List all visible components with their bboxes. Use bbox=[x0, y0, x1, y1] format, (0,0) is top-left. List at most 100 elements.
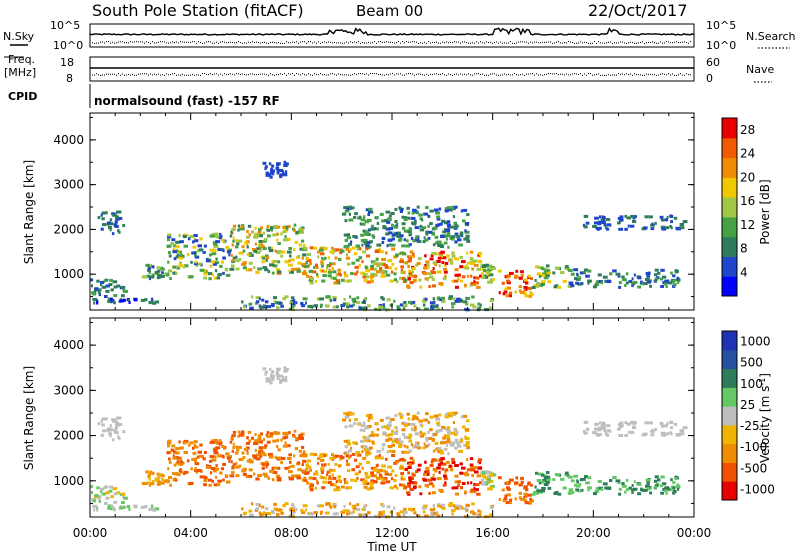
power-cell bbox=[373, 267, 377, 271]
velocity-cell bbox=[344, 425, 348, 429]
power-colorbar-label: Power [dB] bbox=[758, 179, 772, 244]
nave-dot bbox=[140, 73, 141, 75]
power-cell bbox=[374, 250, 380, 253]
power-cell bbox=[624, 214, 627, 218]
power-cell bbox=[414, 226, 420, 230]
ytick-label: 4000 bbox=[53, 133, 84, 147]
velocity-cell bbox=[380, 469, 386, 473]
colorbar-frame bbox=[721, 117, 738, 297]
power-cell bbox=[473, 283, 477, 286]
power-cell bbox=[436, 215, 440, 219]
nave-dot bbox=[656, 74, 657, 76]
power-cell bbox=[249, 306, 254, 310]
power-cell bbox=[268, 162, 272, 166]
power-cell bbox=[381, 297, 385, 301]
nsearch-dot bbox=[646, 42, 647, 44]
velocity-cell bbox=[474, 483, 480, 487]
nave-dot bbox=[304, 74, 305, 76]
nave-dot bbox=[400, 73, 401, 75]
power-cell bbox=[209, 253, 213, 257]
velocity-cell bbox=[389, 510, 393, 514]
power-cell bbox=[92, 292, 97, 296]
power-cell bbox=[406, 284, 411, 288]
velocity-cell bbox=[432, 449, 436, 453]
nave-dot bbox=[462, 74, 463, 76]
nsearch-dot bbox=[178, 42, 179, 44]
velocity-cell bbox=[265, 465, 268, 469]
velocity-cell bbox=[416, 468, 421, 472]
nave-dot bbox=[580, 73, 581, 75]
power-cell bbox=[213, 248, 217, 252]
velocity-cell bbox=[457, 483, 460, 487]
nave-dot bbox=[638, 74, 639, 76]
velocity-cell bbox=[360, 478, 365, 482]
nave-dot bbox=[438, 73, 439, 75]
power-cell bbox=[194, 239, 199, 243]
velocity-cell bbox=[432, 467, 437, 471]
nave-dot bbox=[476, 73, 477, 75]
velocity-cell bbox=[421, 432, 427, 436]
nsearch-dot bbox=[620, 41, 621, 43]
power-cell bbox=[362, 275, 367, 279]
nave-dot bbox=[496, 74, 497, 76]
velocity-cell bbox=[240, 431, 244, 435]
velocity-cell bbox=[116, 491, 121, 495]
velocity-cell bbox=[491, 484, 495, 488]
velocity-cell bbox=[114, 426, 118, 430]
power-cell bbox=[509, 271, 514, 275]
power-cell bbox=[283, 164, 288, 167]
nave-dot bbox=[414, 74, 415, 76]
velocity-cell bbox=[431, 477, 436, 481]
power-cell bbox=[198, 248, 203, 252]
nsearch-dot bbox=[216, 41, 217, 43]
power-cell bbox=[217, 273, 222, 277]
power-cell bbox=[557, 285, 562, 289]
velocity-cell bbox=[176, 456, 182, 460]
power-cell bbox=[289, 254, 292, 258]
nave-dot bbox=[670, 74, 671, 76]
power-cell bbox=[277, 270, 282, 274]
power-cell bbox=[394, 220, 397, 224]
power-cell bbox=[288, 247, 292, 250]
velocity-cell bbox=[437, 450, 442, 454]
velocity-cell bbox=[295, 508, 298, 512]
xtick-label: 00:00 bbox=[73, 526, 108, 540]
power-cell bbox=[154, 300, 160, 304]
power-cell bbox=[466, 213, 470, 217]
velocity-cell bbox=[527, 493, 532, 497]
velocity-cell bbox=[362, 479, 368, 483]
power-cell bbox=[546, 271, 551, 275]
power-cell bbox=[133, 298, 138, 302]
velocity-colorbar-tick: 500 bbox=[740, 356, 763, 370]
velocity-cell bbox=[236, 448, 240, 452]
power-cell bbox=[358, 247, 362, 251]
velocity-cell bbox=[251, 502, 254, 506]
velocity-cell bbox=[529, 497, 532, 501]
velocity-cell bbox=[381, 478, 384, 482]
power-cell bbox=[443, 241, 448, 245]
velocity-cell bbox=[190, 467, 193, 471]
velocity-cell bbox=[230, 460, 233, 464]
colorbar-swatch bbox=[722, 406, 737, 426]
velocity-cell bbox=[669, 431, 672, 435]
nsearch-dot bbox=[432, 41, 433, 43]
nsearch-dot bbox=[334, 42, 335, 43]
power-cell bbox=[447, 208, 452, 212]
velocity-cell bbox=[479, 481, 482, 485]
nsearch-dot bbox=[420, 42, 421, 44]
velocity-cell bbox=[203, 479, 207, 482]
velocity-cell bbox=[338, 464, 342, 468]
velocity-cell bbox=[454, 492, 459, 496]
power-cell bbox=[259, 234, 263, 238]
velocity-cell bbox=[133, 505, 138, 509]
velocity-cell bbox=[645, 478, 651, 482]
nave-dot bbox=[444, 74, 445, 76]
velocity-cell bbox=[271, 478, 275, 482]
power-cell bbox=[276, 306, 280, 310]
velocity-cell bbox=[470, 466, 475, 470]
velocity-cell bbox=[461, 466, 466, 470]
power-cell bbox=[241, 245, 245, 249]
nave-dot bbox=[624, 74, 625, 76]
power-cell bbox=[308, 262, 312, 266]
velocity-cell bbox=[315, 472, 319, 476]
